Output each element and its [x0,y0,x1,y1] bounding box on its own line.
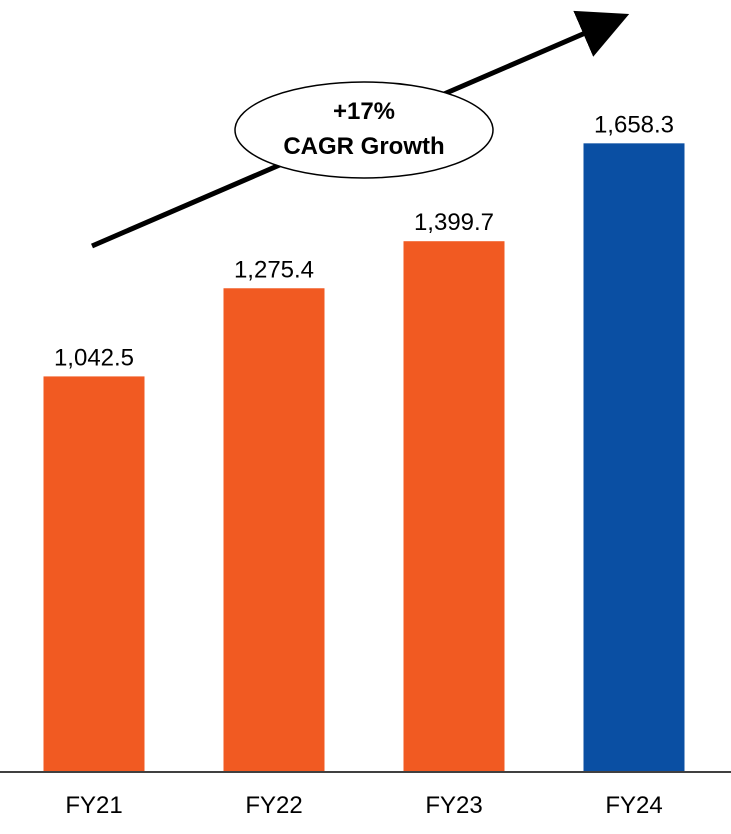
bar-fy24 [583,143,685,772]
bar-fy23 [403,241,505,771]
bars-layer [43,143,685,772]
cagr-growth-label: CAGR Growth [283,133,444,160]
x-tick-label-fy22: FY22 [245,792,302,819]
value-label-fy22: 1,275.4 [234,256,314,283]
bar-fy21 [43,376,145,771]
value-labels-layer: 1,042.5 1,275.4 1,399.7 1,658.3 [54,111,674,371]
value-label-fy24: 1,658.3 [594,111,674,138]
cagr-percent-label: +17% [333,98,395,125]
x-tick-label-fy21: FY21 [65,792,122,819]
growth-annotation: +17% CAGR Growth [91,10,630,249]
value-label-fy23: 1,399.7 [414,209,494,236]
cagr-ellipse [234,81,494,179]
x-tick-label-fy24: FY24 [605,792,662,819]
value-label-fy21: 1,042.5 [54,344,134,371]
bar-fy22 [223,288,325,771]
x-tick-labels: FY21 FY22 FY23 FY24 [65,792,662,819]
x-tick-label-fy23: FY23 [425,792,482,819]
